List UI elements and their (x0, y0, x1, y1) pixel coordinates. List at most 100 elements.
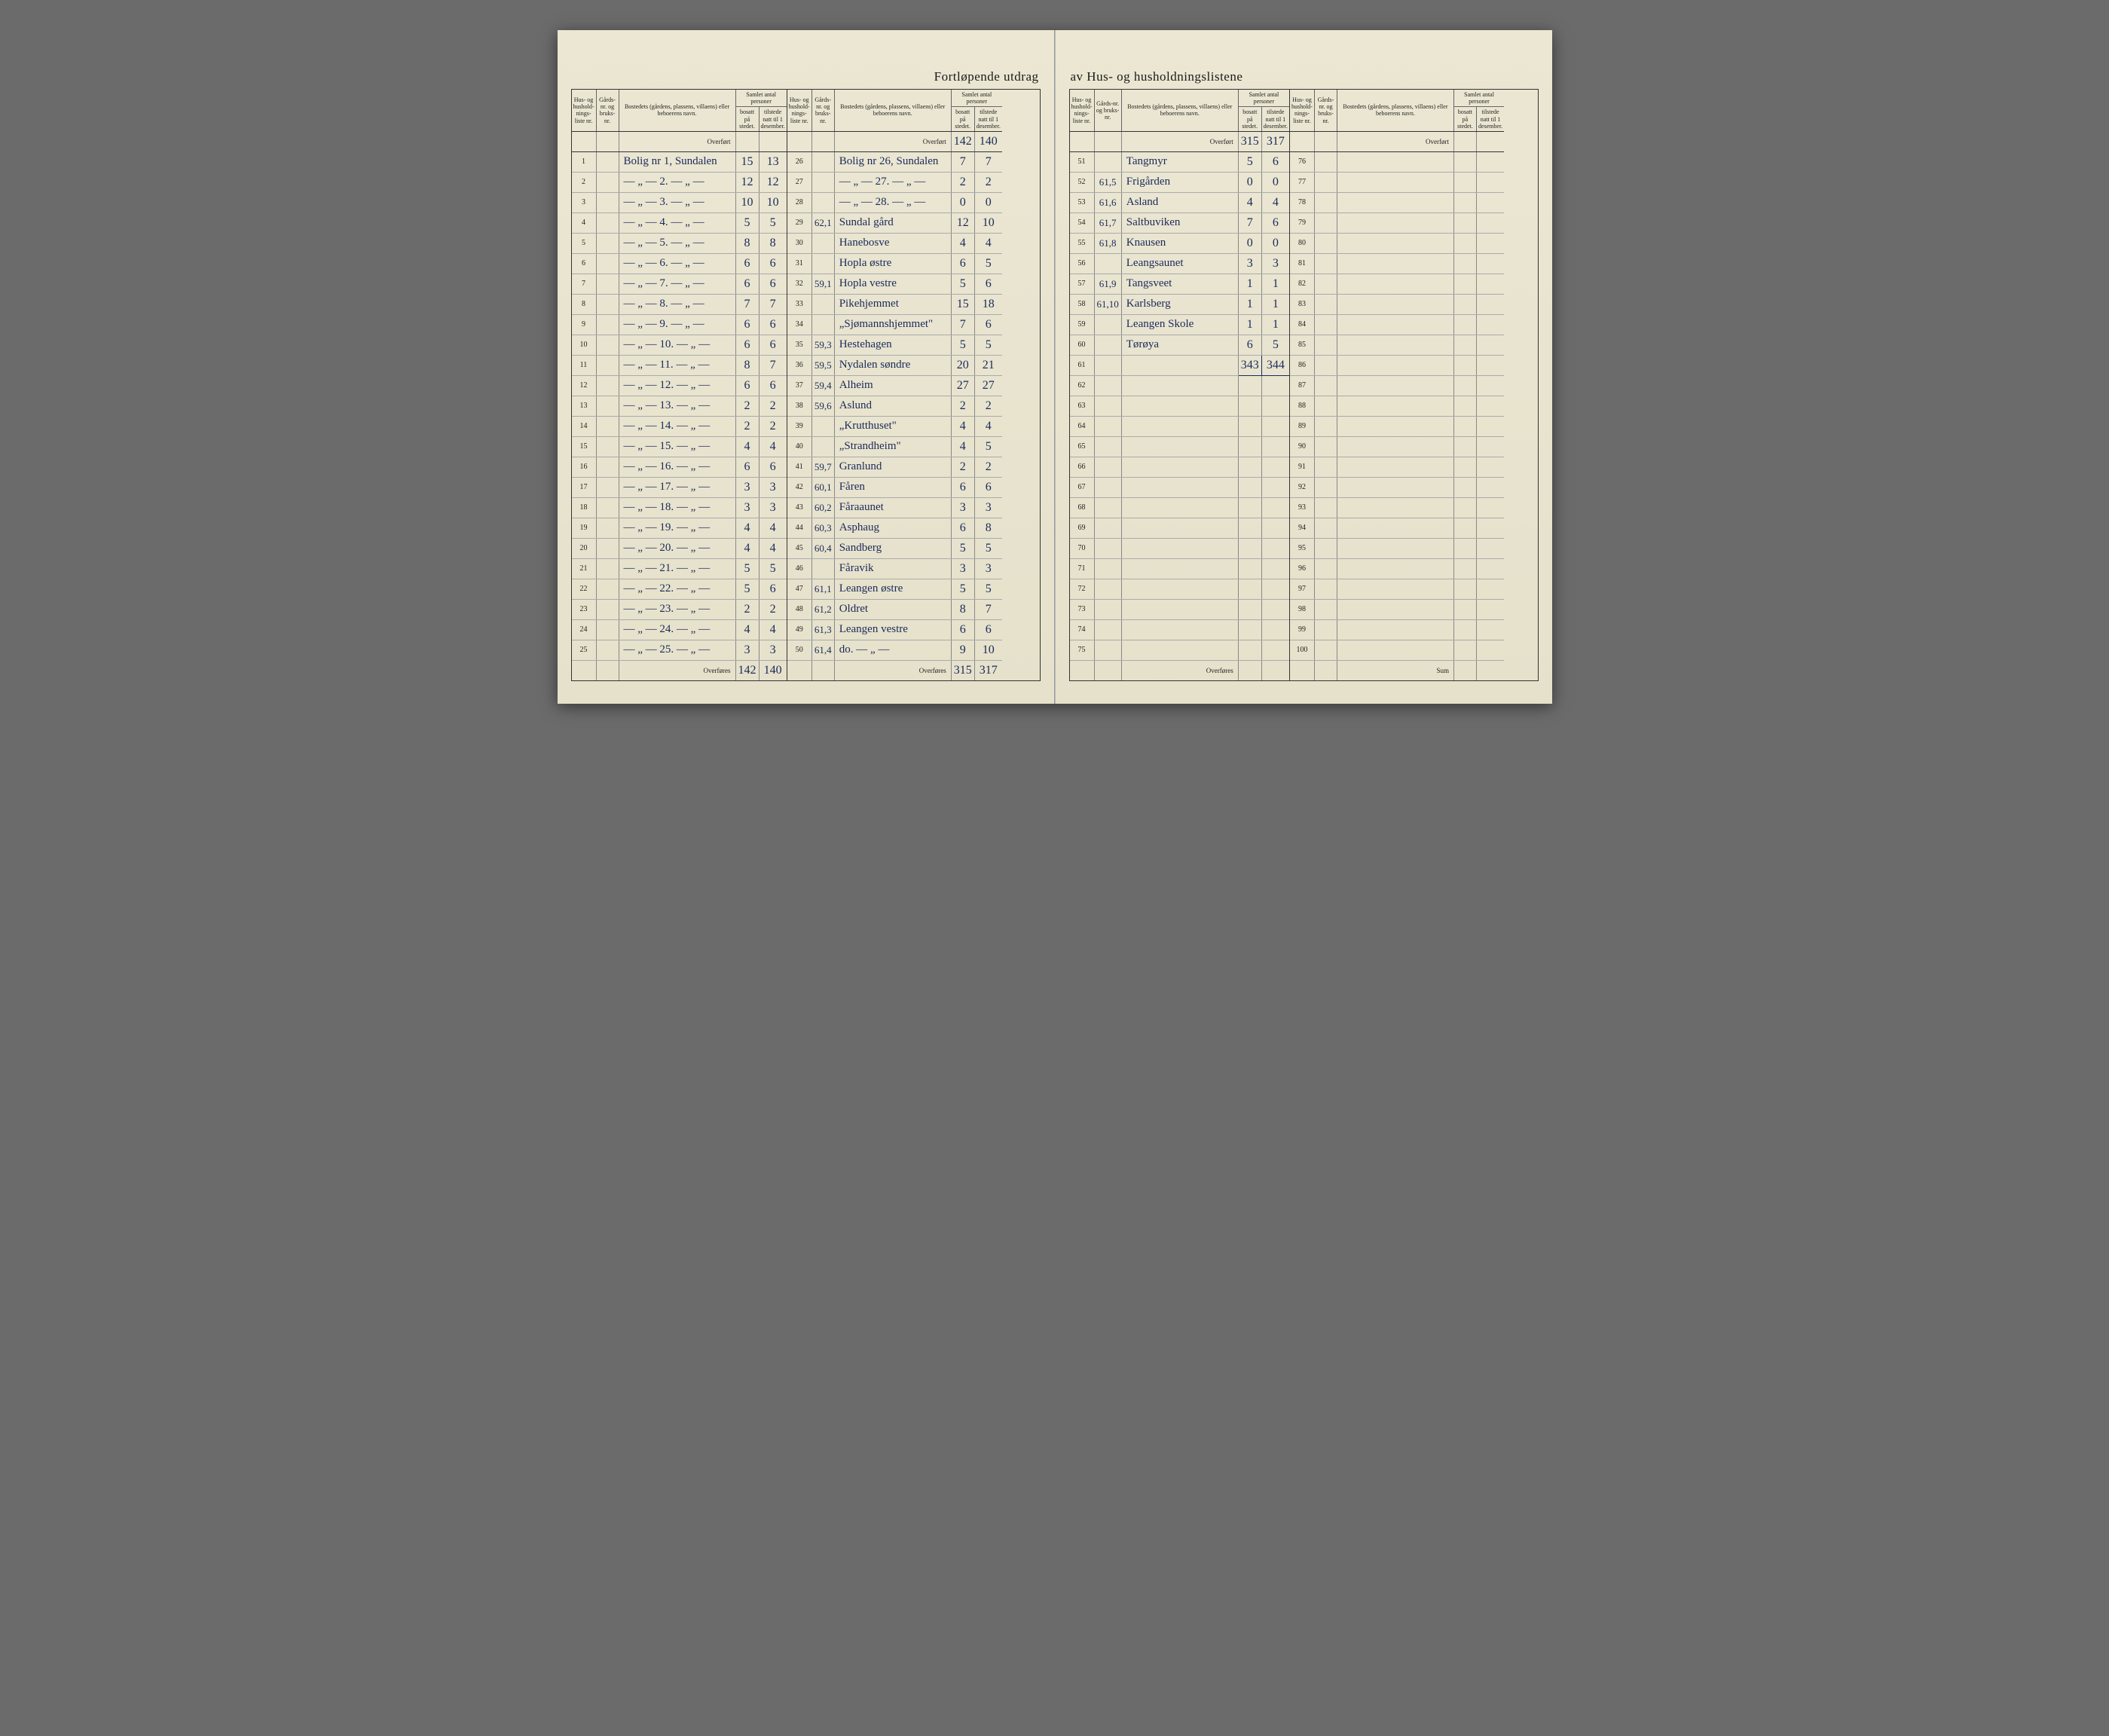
bosted-name: — „ — 4. — „ — (619, 212, 735, 233)
bosatt-value: 4 (735, 436, 759, 457)
bosted-name: Tangmyr (1121, 151, 1238, 172)
bosatt-value: 15 (735, 151, 759, 172)
row-number: 37 (787, 375, 812, 396)
bosatt-value (1238, 416, 1261, 436)
table-row: 95 (1290, 538, 1504, 558)
tilstede-value: 2 (974, 396, 1002, 416)
bosatt-value (1453, 274, 1476, 294)
row-number: 84 (1290, 314, 1315, 335)
footer-bosatt (1238, 660, 1261, 680)
bosted-name (1337, 640, 1453, 660)
bosatt-value: 6 (1238, 335, 1261, 355)
row-number: 53 (1070, 192, 1095, 212)
bosted-name: — „ — 17. — „ — (619, 477, 735, 497)
gard-nr (1314, 375, 1337, 396)
table-row: 70 (1070, 538, 1289, 558)
gard-nr: 59,6 (812, 396, 834, 416)
bosatt-value: 5 (735, 212, 759, 233)
row-number: 11 (572, 355, 597, 375)
row-number: 91 (1290, 457, 1315, 477)
tilstede-value: 344 (1261, 355, 1289, 375)
tilstede-value: 5 (974, 579, 1002, 599)
row-number: 92 (1290, 477, 1315, 497)
row-number: 6 (572, 253, 597, 274)
gard-nr (1314, 477, 1337, 497)
gard-nr (1314, 599, 1337, 619)
bosted-name (1337, 538, 1453, 558)
tilstede-value: 4 (1261, 192, 1289, 212)
table-row: 83 (1290, 294, 1504, 314)
bosted-name (1121, 640, 1238, 660)
bosted-name: Fåren (834, 477, 951, 497)
table-row: 34„Sjømannshjemmet"76 (787, 314, 1002, 335)
bosatt-value: 8 (735, 233, 759, 253)
table-row: 4159,7Granlund22 (787, 457, 1002, 477)
table-row: 20— „ — 20. — „ —44 (572, 538, 787, 558)
bosatt-value: 2 (735, 396, 759, 416)
row-number: 78 (1290, 192, 1315, 212)
gard-nr (812, 151, 834, 172)
table-row: 12— „ — 12. — „ —66 (572, 375, 787, 396)
tilstede-value (1476, 436, 1504, 457)
table-row: 6— „ — 6. — „ —66 (572, 253, 787, 274)
table-row: 91 (1290, 457, 1504, 477)
bosted-name: — „ — 22. — „ — (619, 579, 735, 599)
block-3: Hus- og hushold-nings-liste nr. Gårds-nr… (1070, 90, 1290, 680)
gard-nr (1314, 497, 1337, 518)
bosatt-value: 2 (951, 457, 974, 477)
gard-nr (1094, 558, 1121, 579)
gard-nr (1314, 619, 1337, 640)
bosted-name: Hopla vestre (834, 274, 951, 294)
bosted-name: „Sjømannshjemmet" (834, 314, 951, 335)
bosted-name: — „ — 2. — „ — (619, 172, 735, 192)
overfort-label: Overført (1337, 131, 1453, 151)
table-row: 100 (1290, 640, 1504, 660)
table-row: 71 (1070, 558, 1289, 579)
bosted-name (1337, 375, 1453, 396)
bosatt-value: 343 (1238, 355, 1261, 375)
table-row: 5261,5Frigården00 (1070, 172, 1289, 192)
gard-nr (812, 436, 834, 457)
title-right: av Hus- og husholdningslistene (1071, 69, 1243, 84)
row-number: 54 (1070, 212, 1095, 233)
gard-nr (1094, 640, 1121, 660)
row-number: 58 (1070, 294, 1095, 314)
bosatt-value (1453, 375, 1476, 396)
bosatt-value (1238, 436, 1261, 457)
carry-tilstede: 317 (1261, 131, 1289, 151)
bosatt-value: 1 (1238, 314, 1261, 335)
col-gard: Gårds-nr. og bruks-nr. (596, 90, 619, 131)
tilstede-value (1476, 253, 1504, 274)
bosatt-value: 7 (1238, 212, 1261, 233)
table-row: 5461,7Saltbuviken76 (1070, 212, 1289, 233)
bosatt-value (1453, 172, 1476, 192)
row-number: 19 (572, 518, 597, 538)
row-number: 13 (572, 396, 597, 416)
bosatt-value: 6 (951, 518, 974, 538)
table-row: 3— „ — 3. — „ —1010 (572, 192, 787, 212)
bosted-name (1121, 579, 1238, 599)
bosatt-value: 5 (735, 558, 759, 579)
block-4: Hus- og hushold-nings-liste nr. Gårds-nr… (1290, 90, 1504, 680)
footer-row: Overføres315317 (787, 660, 1002, 680)
tilstede-value: 4 (759, 538, 787, 558)
tilstede-value: 0 (1261, 172, 1289, 192)
row-number: 44 (787, 518, 812, 538)
tilstede-value (1476, 416, 1504, 436)
bosted-name: Hestehagen (834, 335, 951, 355)
gard-nr (596, 212, 619, 233)
tilstede-value: 6 (759, 335, 787, 355)
row-number: 93 (1290, 497, 1315, 518)
row-number: 62 (1070, 375, 1095, 396)
tilstede-value: 6 (974, 314, 1002, 335)
gard-nr (596, 294, 619, 314)
ledger-spread: Fortløpende utdrag Hus- og hushold-nings… (558, 30, 1552, 704)
bosted-name (1337, 274, 1453, 294)
bosatt-value: 4 (951, 233, 974, 253)
tilstede-value: 6 (1261, 212, 1289, 233)
bosatt-value: 5 (951, 538, 974, 558)
table-row: 85 (1290, 335, 1504, 355)
gard-nr (596, 457, 619, 477)
row-number: 98 (1290, 599, 1315, 619)
footer-bosatt: 315 (951, 660, 974, 680)
